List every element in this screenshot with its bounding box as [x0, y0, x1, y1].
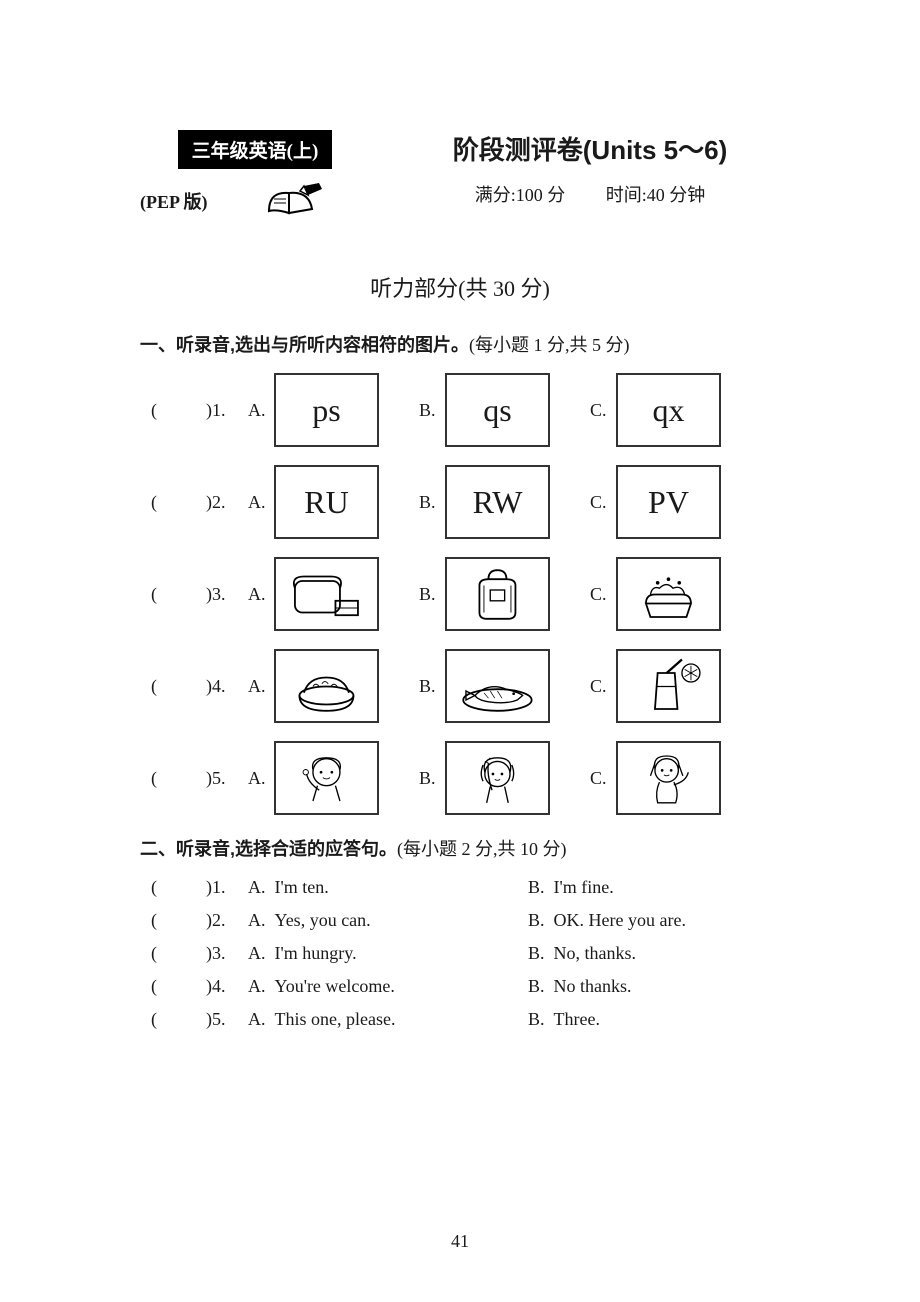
- picture-box: [445, 557, 550, 631]
- paren-open: (: [140, 976, 168, 997]
- question-number: )1.: [206, 877, 248, 898]
- option-a: A. I'm ten.: [248, 877, 528, 898]
- paren-open: (: [140, 400, 168, 421]
- picture-box: [445, 741, 550, 815]
- option-label: B.: [419, 676, 445, 697]
- question-row: ( )1. A.ps B.qs C.qx: [140, 373, 780, 447]
- paren-open: (: [140, 768, 168, 789]
- paren-open: (: [140, 877, 168, 898]
- option-label: A.: [248, 584, 274, 605]
- picture-box: [274, 557, 379, 631]
- exam-title: 阶段测评卷(Units 5～6): [400, 130, 780, 167]
- paren-open: (: [140, 943, 168, 964]
- paren-open: (: [140, 492, 168, 513]
- option-label: C.: [590, 584, 616, 605]
- picture-box: [274, 649, 379, 723]
- letter-box: ps: [274, 373, 379, 447]
- paren-open: (: [140, 910, 168, 931]
- question-row: ( )5. A. This one, please. B. Three.: [140, 1009, 780, 1030]
- page-number: 41: [0, 1231, 920, 1252]
- option-label: A.: [248, 492, 274, 513]
- option-a: A. Yes, you can.: [248, 910, 528, 931]
- question-number: )5.: [206, 768, 248, 789]
- option-label: A.: [248, 676, 274, 697]
- book-pencil-icon: [264, 181, 324, 221]
- letter-box: RU: [274, 465, 379, 539]
- header-right: 阶段测评卷(Units 5～6) 满分:100 分 时间:40 分钟: [400, 130, 780, 221]
- letter-box: qs: [445, 373, 550, 447]
- paren-open: (: [140, 676, 168, 697]
- section2-note: (每小题 2 分,共 10 分): [397, 839, 567, 859]
- score-time-line: 满分:100 分 时间:40 分钟: [400, 181, 780, 207]
- time-limit: 时间:40 分钟: [606, 185, 706, 205]
- question-row: ( )1. A. I'm ten. B. I'm fine.: [140, 877, 780, 898]
- page-header: 三年级英语(上) (PEP 版) 阶段测评卷(Units 5～6) 满分:100…: [140, 130, 780, 221]
- option-b: B. Three.: [528, 1009, 780, 1030]
- option-b: B. No, thanks.: [528, 943, 780, 964]
- option-label: B.: [419, 492, 445, 513]
- section2-heading: 二、听录音,选择合适的应答句。: [140, 839, 397, 859]
- paren-open: (: [140, 584, 168, 605]
- section1-rows: ( )1. A.psB.qsC.qx ( )2. A.RUB.RWC.PV ( …: [140, 373, 780, 815]
- picture-box: [616, 649, 721, 723]
- option-label: B.: [419, 584, 445, 605]
- pep-edition: (PEP 版): [140, 188, 208, 214]
- question-number: )3.: [206, 584, 248, 605]
- option-b: B. I'm fine.: [528, 877, 780, 898]
- option-label: C.: [590, 400, 616, 421]
- picture-box: [616, 557, 721, 631]
- section1-note: (每小题 1 分,共 5 分): [469, 335, 630, 355]
- header-left: 三年级英语(上) (PEP 版): [140, 130, 370, 221]
- picture-box: [445, 649, 550, 723]
- question-row: ( )3. A. B. C.: [140, 557, 780, 631]
- listening-section-title: 听力部分(共 30 分): [140, 271, 780, 303]
- option-label: A.: [248, 400, 274, 421]
- option-label: B.: [419, 768, 445, 789]
- question-row: ( )3. A. I'm hungry. B. No, thanks.: [140, 943, 780, 964]
- option-b: B. No thanks.: [528, 976, 780, 997]
- question-row: ( )2. A. Yes, you can. B. OK. Here you a…: [140, 910, 780, 931]
- question-row: ( )2. A.RU B.RW C.PV: [140, 465, 780, 539]
- answer-blank[interactable]: [168, 943, 206, 964]
- question-number: )3.: [206, 943, 248, 964]
- letter-box: qx: [616, 373, 721, 447]
- option-a: A. You're welcome.: [248, 976, 528, 997]
- section2-title: 二、听录音,选择合适的应答句。(每小题 2 分,共 10 分): [140, 835, 780, 861]
- option-label: C.: [590, 676, 616, 697]
- question-row: ( )5. A. B. C.: [140, 741, 780, 815]
- question-number: )4.: [206, 976, 248, 997]
- option-label: A.: [248, 768, 274, 789]
- letter-box: PV: [616, 465, 721, 539]
- question-number: )5.: [206, 1009, 248, 1030]
- question-number: )4.: [206, 676, 248, 697]
- option-b: B. OK. Here you are.: [528, 910, 780, 931]
- picture-box: [274, 741, 379, 815]
- question-row: ( )4. A. B. C.: [140, 649, 780, 723]
- picture-box: [616, 741, 721, 815]
- option-label: C.: [590, 492, 616, 513]
- section1-title: 一、听录音,选出与所听内容相符的图片。(每小题 1 分,共 5 分): [140, 331, 780, 357]
- section2-rows: ( )1. A. I'm ten. B. I'm fine. ( )2. A. …: [140, 877, 780, 1030]
- grade-badge: 三年级英语(上): [178, 130, 333, 169]
- full-score: 满分:100 分: [475, 185, 566, 205]
- question-number: )2.: [206, 910, 248, 931]
- answer-blank[interactable]: [168, 976, 206, 997]
- answer-blank[interactable]: [168, 910, 206, 931]
- option-label: B.: [419, 400, 445, 421]
- section1-heading: 一、听录音,选出与所听内容相符的图片。: [140, 335, 469, 355]
- answer-blank[interactable]: [168, 1009, 206, 1030]
- paren-open: (: [140, 1009, 168, 1030]
- option-a: A. This one, please.: [248, 1009, 528, 1030]
- question-row: ( )4. A. You're welcome. B. No thanks.: [140, 976, 780, 997]
- question-number: )2.: [206, 492, 248, 513]
- option-a: A. I'm hungry.: [248, 943, 528, 964]
- answer-blank[interactable]: [168, 877, 206, 898]
- question-number: )1.: [206, 400, 248, 421]
- letter-box: RW: [445, 465, 550, 539]
- option-label: C.: [590, 768, 616, 789]
